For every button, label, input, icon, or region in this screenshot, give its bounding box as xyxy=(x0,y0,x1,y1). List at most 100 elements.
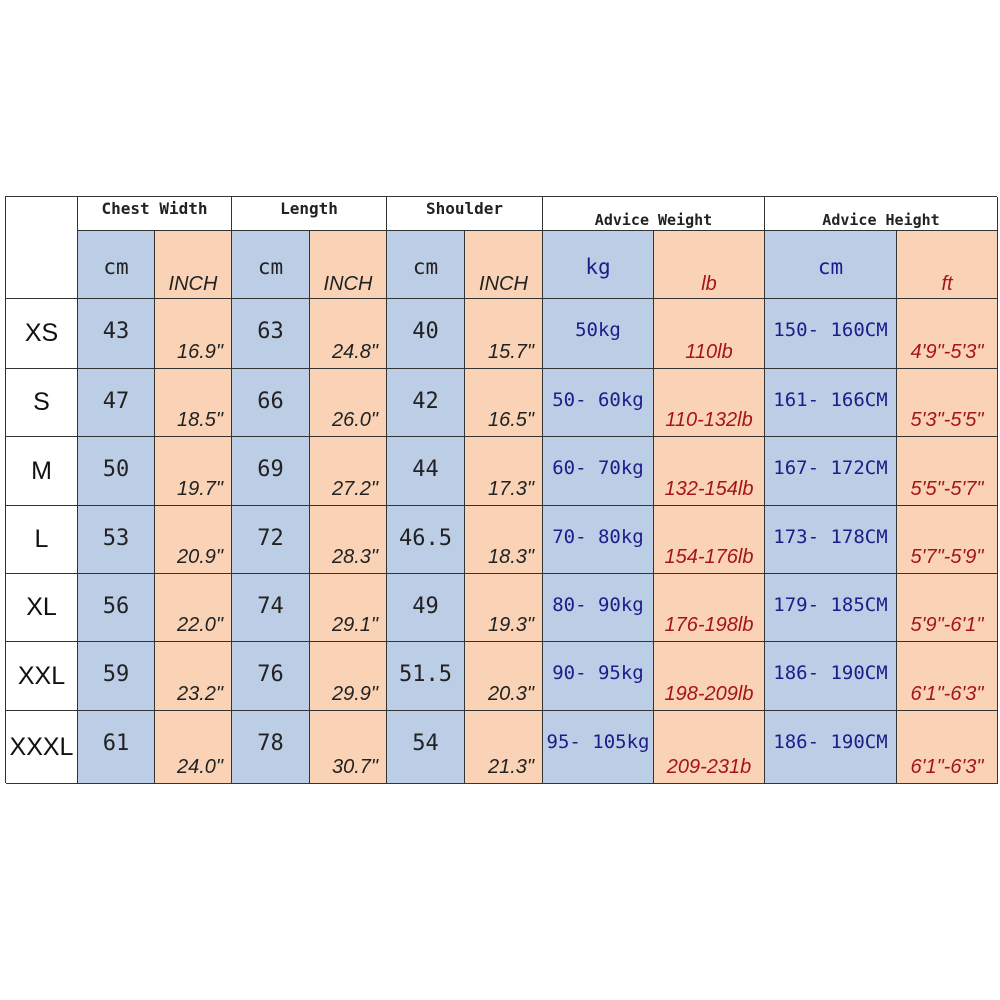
size-label: M xyxy=(6,437,78,506)
size-value-text: 173- 178CM xyxy=(773,526,888,548)
size-value: 44 xyxy=(387,437,465,506)
size-value-text: 30.7" xyxy=(331,756,378,778)
size-value-text: 50kg xyxy=(575,319,621,341)
size-value-text: 60- 70kg xyxy=(552,457,644,479)
group-header: Chest Width xyxy=(78,197,232,231)
size-value-text: 4'9"-5'3" xyxy=(910,341,984,363)
size-value: 19.3" xyxy=(465,574,543,642)
size-value: 4'9"-5'3" xyxy=(897,299,998,369)
unit-header-text: ft xyxy=(941,273,953,295)
size-value-text: 29.9" xyxy=(331,683,378,705)
size-value-text: 5'9"-6'1" xyxy=(910,614,984,636)
size-label: XXXL xyxy=(6,711,78,784)
size-value-text: 59 xyxy=(102,662,130,687)
size-value-text: 29.1" xyxy=(331,614,378,636)
size-value: 29.9" xyxy=(310,642,387,711)
size-value: 24.8" xyxy=(310,299,387,369)
size-value: 20.3" xyxy=(465,642,543,711)
size-value-text: 186- 190CM xyxy=(773,662,888,684)
size-value: 74 xyxy=(232,574,310,642)
size-value-text: 21.3" xyxy=(487,756,534,778)
size-value: 50kg xyxy=(543,299,654,369)
unit-header-text: cm xyxy=(257,255,284,279)
size-value-text: 179- 185CM xyxy=(773,594,888,616)
size-value-text: 176-198lb xyxy=(664,614,754,636)
size-table: Chest Width Length Shoulder Advice Weight Ad… xyxy=(5,196,998,784)
size-value: 80- 90kg xyxy=(543,574,654,642)
size-value: 53 xyxy=(78,506,155,574)
size-label-text: XXXL xyxy=(9,732,74,761)
size-value: 40 xyxy=(387,299,465,369)
size-value: 61 xyxy=(78,711,155,784)
size-value-text: 95- 105kg xyxy=(546,731,650,753)
size-value: 70- 80kg xyxy=(543,506,654,574)
size-value-text: 5'5"-5'7" xyxy=(910,478,984,500)
size-value: 29.1" xyxy=(310,574,387,642)
group-header: Advice Height xyxy=(765,197,998,231)
size-value: 167- 172CM xyxy=(765,437,897,506)
size-value: 176-198lb xyxy=(654,574,765,642)
size-value-text: 54 xyxy=(412,731,439,756)
unit-header-text: INCH xyxy=(479,273,528,295)
size-value: 51.5 xyxy=(387,642,465,711)
size-value: 59 xyxy=(78,642,155,711)
size-value: 60- 70kg xyxy=(543,437,654,506)
size-value: 19.7" xyxy=(155,437,232,506)
group-header-text: Length xyxy=(280,199,338,218)
size-value-text: 50- 60kg xyxy=(552,389,644,411)
size-value-text: 198-209lb xyxy=(664,683,754,705)
size-label: L xyxy=(6,506,78,574)
size-value: 30.7" xyxy=(310,711,387,784)
unit-header-text: INCH xyxy=(323,273,373,295)
size-value: 46.5 xyxy=(387,506,465,574)
group-header: Length xyxy=(232,197,387,231)
size-value-text: 19.3" xyxy=(487,614,534,636)
size-value-text: 27.2" xyxy=(331,478,378,500)
size-value: 56 xyxy=(78,574,155,642)
size-value: 5'7"-5'9" xyxy=(897,506,998,574)
size-value: 28.3" xyxy=(310,506,387,574)
size-label-text: XL xyxy=(26,593,57,621)
unit-header-text: INCH xyxy=(168,273,218,295)
size-value: 110lb xyxy=(654,299,765,369)
size-value: 50 xyxy=(78,437,155,506)
size-value-text: 44 xyxy=(412,457,439,482)
size-value: 6'1"-6'3" xyxy=(897,642,998,711)
size-value-text: 28.3" xyxy=(331,546,378,568)
size-value: 42 xyxy=(387,369,465,437)
size-value: 5'3"-5'5" xyxy=(897,369,998,437)
unit-header: kg xyxy=(543,231,654,299)
size-value-text: 40 xyxy=(412,319,439,344)
size-value: 18.5" xyxy=(155,369,232,437)
size-value-text: 16.5" xyxy=(487,409,534,431)
size-label-text: L xyxy=(34,525,49,553)
size-value: 18.3" xyxy=(465,506,543,574)
size-value-text: 18.3" xyxy=(487,546,534,568)
size-value-text: 51.5 xyxy=(399,662,452,687)
size-value-text: 53 xyxy=(102,526,130,551)
size-value: 173- 178CM xyxy=(765,506,897,574)
group-header: Shoulder xyxy=(387,197,543,231)
size-value-text: 26.0" xyxy=(331,409,378,431)
size-value: 5'9"-6'1" xyxy=(897,574,998,642)
unit-header: ft xyxy=(897,231,998,299)
size-value-text: 80- 90kg xyxy=(552,594,644,616)
unit-header: INCH xyxy=(310,231,387,299)
size-value-text: 42 xyxy=(412,389,439,414)
size-value-text: 186- 190CM xyxy=(773,731,888,753)
unit-header: cm xyxy=(78,231,155,299)
unit-header-text: lb xyxy=(701,273,717,295)
size-value-text: 19.7" xyxy=(176,478,223,500)
group-header: Advice Weight xyxy=(543,197,765,231)
size-value: 21.3" xyxy=(465,711,543,784)
size-value: 76 xyxy=(232,642,310,711)
unit-header: INCH xyxy=(155,231,232,299)
size-value: 49 xyxy=(387,574,465,642)
size-value-text: 110lb xyxy=(685,341,733,363)
size-value: 24.0" xyxy=(155,711,232,784)
unit-header: INCH xyxy=(465,231,543,299)
size-value-text: 150- 160CM xyxy=(773,319,888,341)
size-value-text: 74 xyxy=(257,594,284,619)
size-value: 5'5"-5'7" xyxy=(897,437,998,506)
